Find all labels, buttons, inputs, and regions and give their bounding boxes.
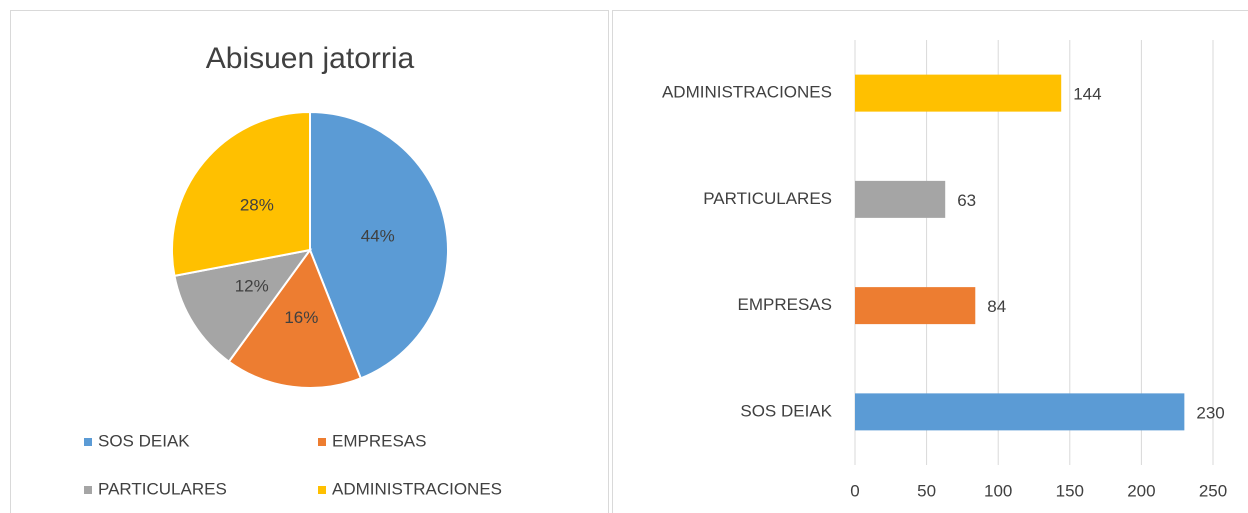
pie-slice	[227, 247, 363, 389]
slice-label: 28%	[240, 196, 274, 215]
chart-title: Abisuen jatorria	[206, 42, 415, 75]
x-tick-label: 0	[850, 481, 859, 500]
x-tick-label: 50	[917, 481, 936, 500]
legend-swatch	[84, 486, 92, 494]
y-tick-label: PARTICULARES	[703, 189, 832, 208]
legend-label: EMPRESAS	[332, 431, 426, 450]
legend-label: ADMINISTRACIONES	[332, 479, 502, 498]
value-label: 84	[987, 297, 1006, 316]
pie-panel	[10, 10, 609, 513]
value-label: 230	[1196, 403, 1224, 422]
slice-label: 44%	[361, 227, 395, 246]
bar	[855, 393, 1185, 431]
bar	[855, 180, 946, 218]
slice-label: 12%	[235, 276, 269, 295]
x-tick-label: 200	[1127, 481, 1155, 500]
bar	[855, 287, 976, 325]
bar	[855, 74, 1062, 112]
pie-slice	[171, 110, 311, 278]
x-tick-label: 150	[1056, 481, 1084, 500]
y-tick-label: EMPRESAS	[738, 295, 832, 314]
legend-swatch	[318, 486, 326, 494]
y-tick-label: SOS DEIAK	[740, 401, 832, 420]
pie-slice	[309, 110, 449, 380]
y-tick-label: ADMINISTRACIONES	[662, 83, 832, 102]
pie-slice	[173, 248, 313, 364]
value-label: 144	[1073, 85, 1101, 104]
slice-label: 16%	[284, 308, 318, 327]
x-tick-label: 250	[1199, 481, 1227, 500]
value-label: 63	[957, 191, 976, 210]
legend-label: SOS DEIAK	[98, 431, 190, 450]
x-tick-label: 100	[984, 481, 1012, 500]
legend-swatch	[84, 438, 92, 446]
bar-panel	[612, 10, 1248, 513]
legend-swatch	[318, 438, 326, 446]
legend-label: PARTICULARES	[98, 479, 227, 498]
